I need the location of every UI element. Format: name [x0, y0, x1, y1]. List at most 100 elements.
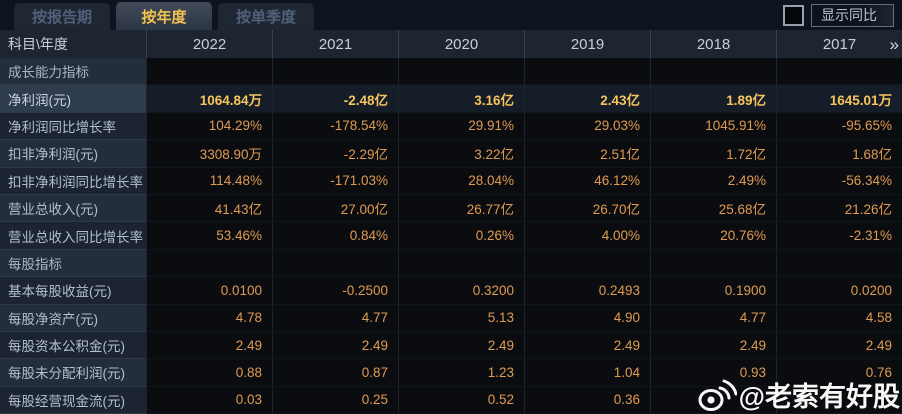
table-row[interactable]: 营业总收入同比增长率 53.46% 0.84% 0.26% 4.00% 20.76% -2.… — [0, 222, 902, 250]
table-cell: 5.13 — [398, 304, 524, 332]
table-cell: 104.29% — [146, 112, 272, 141]
table-cell — [398, 58, 524, 86]
year-column-header: 2022 — [146, 30, 272, 58]
table-cell: 46.12% — [524, 167, 650, 195]
row-label: 营业总收入同比增长率 — [0, 222, 146, 250]
table-cell: 0.84% — [272, 222, 398, 250]
table-cell — [650, 386, 776, 414]
table-cell: -2.29亿 — [272, 140, 398, 168]
table-cell: 0.0200 — [776, 277, 902, 305]
table-row[interactable]: 净利润同比增长率 104.29% -178.54% 29.91% 29.03% 1045.… — [0, 112, 902, 141]
table-cell: 26.70亿 — [524, 194, 650, 223]
table-row[interactable]: 每股指标 — [0, 249, 902, 278]
table-cell — [776, 249, 902, 278]
table-cell — [146, 249, 272, 278]
table-row[interactable]: 每股资本公积金(元) 2.49 2.49 2.49 2.49 2.49 2.49 — [0, 331, 902, 360]
table-cell — [776, 386, 902, 414]
period-tabs: 按报告期 按年度 按单季度 — [14, 0, 320, 30]
table-row[interactable]: 扣非净利润同比增长率 114.48% -171.03% 28.04% 46.12% 2.4… — [0, 167, 902, 195]
table-cell: 2.49 — [398, 331, 524, 360]
table-row[interactable]: 每股未分配利润(元) 0.88 0.87 1.23 1.04 0.93 0.76 — [0, 359, 902, 387]
table-cell: -2.48亿 — [272, 85, 398, 113]
table-cell: 1.23 — [398, 359, 524, 387]
table-row[interactable]: 成长能力指标 — [0, 58, 902, 86]
year-column-header: 2019 — [524, 30, 650, 58]
table-cell: 26.77亿 — [398, 194, 524, 223]
table-cell: 0.88 — [146, 359, 272, 387]
table-row[interactable]: 营业总收入(元) 41.43亿 27.00亿 26.77亿 26.70亿 25.68亿 21… — [0, 194, 902, 223]
row-label: 净利润(元) — [0, 85, 146, 113]
table-cell: 1.68亿 — [776, 140, 902, 168]
row-label: 净利润同比增长率 — [0, 112, 146, 141]
table-cell: 2.49% — [650, 167, 776, 195]
table-row[interactable]: 每股经营现金流(元) 0.03 0.25 0.52 0.36 — [0, 386, 902, 414]
table-cell: 2.49 — [524, 331, 650, 360]
table-cell: 3.22亿 — [398, 140, 524, 168]
table-cell: 29.91% — [398, 112, 524, 141]
table-cell: 1064.84万 — [146, 85, 272, 113]
table-cell: 1.89亿 — [650, 85, 776, 113]
table-row[interactable]: 净利润(元) 1064.84万 -2.48亿 3.16亿 2.43亿 1.89亿 1645.… — [0, 85, 902, 113]
table-cell: 0.1900 — [650, 277, 776, 305]
period-tab[interactable]: 按报告期 — [14, 3, 110, 30]
table-row[interactable]: 扣非净利润(元) 3308.90万 -2.29亿 3.22亿 2.51亿 1.72亿 1.6… — [0, 140, 902, 168]
table-cell: 0.93 — [650, 359, 776, 387]
table-cell: 2.49 — [146, 331, 272, 360]
table-cell: 0.25 — [272, 386, 398, 414]
table-cell: 4.00% — [524, 222, 650, 250]
table-cell: 41.43亿 — [146, 194, 272, 223]
table-cell: 0.03 — [146, 386, 272, 414]
table-cell: 0.52 — [398, 386, 524, 414]
row-label: 基本每股收益(元) — [0, 277, 146, 305]
row-label: 扣非净利润同比增长率 — [0, 167, 146, 195]
table-cell: 53.46% — [146, 222, 272, 250]
table-cell: 4.77 — [272, 304, 398, 332]
table-cell: 4.58 — [776, 304, 902, 332]
table-cell: 1045.91% — [650, 112, 776, 141]
period-tab[interactable]: 按年度 — [116, 2, 212, 30]
table-cell: 28.04% — [398, 167, 524, 195]
table-cell: 4.77 — [650, 304, 776, 332]
table-body: 成长能力指标 净利润(元) 1064.84万 -2.48亿 3.16亿 2.43亿 1.89… — [0, 58, 902, 414]
table-cell: 4.90 — [524, 304, 650, 332]
table-cell: 20.76% — [650, 222, 776, 250]
year-column-header: 2017» — [776, 30, 902, 58]
table-cell: 21.26亿 — [776, 194, 902, 223]
more-years-icon[interactable]: » — [889, 34, 900, 54]
table-cell: -2.31% — [776, 222, 902, 250]
table-cell: 4.78 — [146, 304, 272, 332]
table-row[interactable]: 基本每股收益(元) 0.0100 -0.2500 0.3200 0.2493 0.1900… — [0, 277, 902, 305]
table-cell: 29.03% — [524, 112, 650, 141]
table-cell: -95.65% — [776, 112, 902, 141]
table-cell: 0.76 — [776, 359, 902, 387]
table-cell: 2.49 — [776, 331, 902, 360]
row-label: 每股未分配利润(元) — [0, 359, 146, 387]
table-cell — [398, 249, 524, 278]
table-cell — [524, 249, 650, 278]
table-cell: 0.0100 — [146, 277, 272, 305]
period-tab[interactable]: 按单季度 — [218, 3, 314, 30]
table-cell: 27.00亿 — [272, 194, 398, 223]
table-row[interactable]: 每股净资产(元) 4.78 4.77 5.13 4.90 4.77 4.58 — [0, 304, 902, 332]
table-cell: 0.2493 — [524, 277, 650, 305]
show-yoy-checkbox[interactable] — [783, 5, 804, 26]
table-cell — [776, 58, 902, 86]
table-cell: 0.26% — [398, 222, 524, 250]
show-yoy-control: 显示同比 — [783, 4, 894, 27]
row-label: 成长能力指标 — [0, 58, 146, 86]
table-cell: -178.54% — [272, 112, 398, 141]
row-label: 扣非净利润(元) — [0, 140, 146, 168]
corner-header: 科目\年度 — [8, 36, 68, 52]
year-column-header: 2018 — [650, 30, 776, 58]
table-cell: 3.16亿 — [398, 85, 524, 113]
table-cell: 25.68亿 — [650, 194, 776, 223]
show-yoy-label[interactable]: 显示同比 — [811, 4, 894, 27]
year-column-header: 2021 — [272, 30, 398, 58]
year-column-header: 2020 — [398, 30, 524, 58]
row-label: 每股经营现金流(元) — [0, 386, 146, 414]
table-cell: -0.2500 — [272, 277, 398, 305]
table-cell — [650, 249, 776, 278]
row-label: 每股指标 — [0, 249, 146, 278]
table-cell: 1645.01万 — [776, 85, 902, 113]
